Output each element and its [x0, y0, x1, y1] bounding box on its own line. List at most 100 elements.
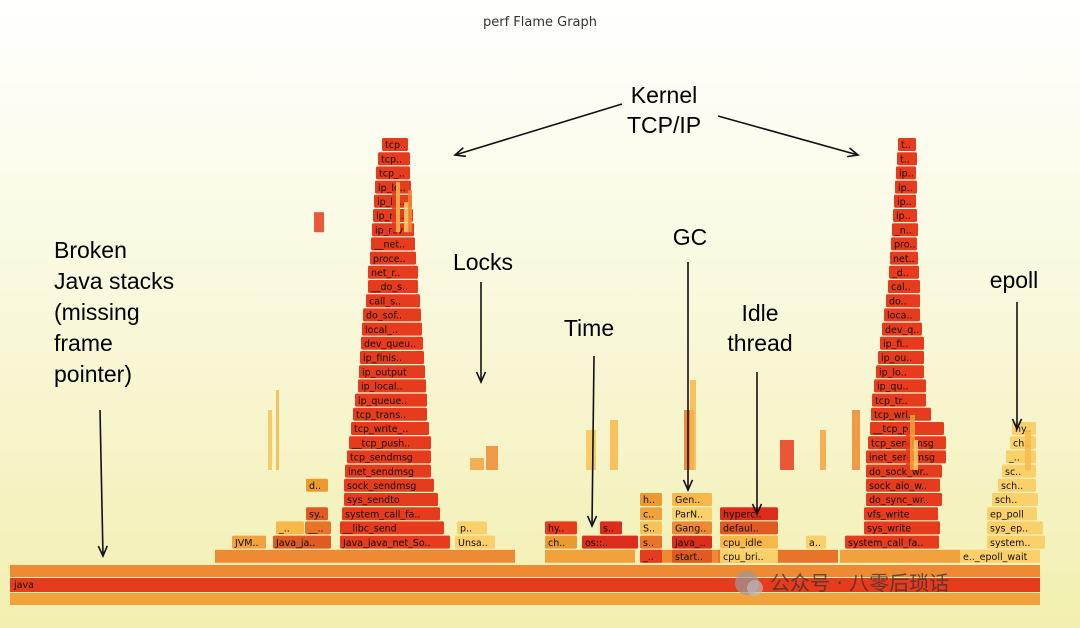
flame-frame-rect[interactable]	[582, 535, 638, 549]
flame-frame[interactable]: sy..	[306, 507, 328, 520]
flame-frame-rect[interactable]	[884, 308, 920, 322]
flame-frame[interactable]: proce..	[370, 251, 416, 265]
flame-tip[interactable]	[820, 430, 826, 470]
flame-frame-rect[interactable]	[890, 251, 918, 265]
flame-frame[interactable]: t..	[897, 152, 917, 165]
flame-frame[interactable]: ip_lo..	[375, 180, 411, 194]
flame-frame[interactable]: loca..	[884, 308, 920, 322]
flame-frame-rect[interactable]	[370, 251, 416, 265]
flame-frame[interactable]: ip..	[896, 166, 916, 180]
flame-frame-rect[interactable]	[895, 180, 917, 194]
flame-frame-rect[interactable]	[876, 365, 924, 379]
flame-frame-rect[interactable]	[987, 535, 1045, 549]
flame-frame[interactable]: cal..	[888, 280, 920, 293]
flame-frame-rect[interactable]	[896, 166, 916, 180]
flame-frame[interactable]: ParN..	[672, 507, 712, 520]
flame-frame[interactable]: start..	[672, 549, 712, 563]
root-frame[interactable]	[10, 565, 1040, 577]
flame-frame-rect[interactable]	[880, 336, 924, 350]
flame-frame-rect[interactable]	[362, 322, 422, 336]
flame-frame[interactable]: __tcp_push..	[349, 436, 431, 449]
flame-frame[interactable]: ip..	[893, 209, 917, 222]
flame-tip[interactable]	[910, 415, 915, 470]
flame-frame-rect[interactable]	[720, 535, 778, 549]
flame-frame[interactable]: system_call_fa..	[342, 507, 440, 520]
flame-frame[interactable]: vfs_write	[864, 507, 938, 520]
base-frame[interactable]	[545, 549, 635, 563]
flame-frame-rect[interactable]	[375, 180, 411, 194]
flame-frame-rect[interactable]	[893, 209, 917, 222]
flame-frame[interactable]: defaul..	[720, 521, 778, 535]
flame-frame-rect[interactable]	[987, 521, 1043, 535]
flame-frame-rect[interactable]	[363, 308, 421, 322]
flame-frame-rect[interactable]	[382, 138, 408, 151]
flame-frame-rect[interactable]	[376, 166, 410, 180]
flame-frame[interactable]: net..	[890, 251, 918, 265]
flame-frame[interactable]: c..	[640, 507, 662, 520]
flame-frame[interactable]: Unsa..	[455, 535, 495, 549]
flame-frame-rect[interactable]	[353, 407, 427, 421]
flame-frame[interactable]: ip_ou..	[878, 351, 924, 364]
flame-frame[interactable]: __..	[305, 521, 331, 535]
flame-frame-rect[interactable]	[960, 549, 1040, 563]
flame-frame[interactable]: call_s..	[366, 294, 420, 307]
base-frame[interactable]	[840, 549, 960, 563]
flame-frame[interactable]: sys_ep..	[987, 521, 1043, 535]
flame-tip[interactable]	[404, 202, 409, 233]
flame-frame-rect[interactable]	[368, 265, 418, 279]
flame-frame[interactable]: t..	[898, 138, 916, 151]
flame-frame[interactable]: tcp_..	[376, 166, 410, 180]
flame-frame[interactable]: local_..	[362, 322, 422, 336]
flame-frame-rect[interactable]	[874, 379, 926, 393]
flame-frame-rect[interactable]	[894, 194, 916, 208]
flame-frame[interactable]: do_sync_wr..	[866, 493, 942, 506]
flame-frame-rect[interactable]	[987, 507, 1037, 521]
flame-frame-rect[interactable]	[340, 535, 450, 549]
flame-frame[interactable]: net_r..	[368, 265, 418, 279]
flame-frame[interactable]: inet_sendmsg	[345, 464, 431, 478]
flame-frame-rect[interactable]	[340, 521, 444, 535]
flame-frame[interactable]: tcp_tr..	[872, 393, 926, 407]
flame-tip[interactable]	[610, 420, 618, 470]
flame-frame[interactable]: d..	[306, 478, 328, 492]
flame-frame-rect[interactable]	[864, 521, 940, 535]
flame-frame[interactable]: S..	[640, 521, 662, 535]
flame-frame-rect[interactable]	[273, 535, 331, 549]
flame-tip[interactable]	[684, 410, 694, 470]
flame-frame-rect[interactable]	[720, 507, 778, 521]
flame-frame[interactable]: cpu_bri..	[720, 549, 778, 563]
flame-frame-rect[interactable]	[872, 393, 926, 407]
flame-frame[interactable]: dev_queu..	[361, 336, 423, 350]
flame-frame-rect[interactable]	[455, 535, 495, 549]
flame-frame[interactable]: _..	[1006, 450, 1036, 464]
flame-frame[interactable]: cpu_idle	[720, 535, 778, 549]
flame-frame-rect[interactable]	[378, 152, 410, 166]
flame-frame[interactable]: java_..	[672, 535, 712, 549]
flame-frame[interactable]: do_sof..	[363, 308, 421, 322]
flame-frame[interactable]: hyperc..	[720, 507, 778, 520]
flame-tip[interactable]	[486, 446, 498, 470]
flame-frame-rect[interactable]	[878, 351, 924, 364]
flame-frame[interactable]: _n..	[892, 223, 918, 236]
flame-frame[interactable]: p..	[457, 521, 487, 535]
flame-frame[interactable]: ip..	[895, 180, 917, 194]
flame-frame-rect[interactable]	[306, 478, 328, 492]
flame-frame[interactable]: ch..	[1010, 436, 1036, 449]
flame-frame[interactable]: tcp_trans..	[353, 407, 427, 421]
flame-frame[interactable]: tcp..	[378, 152, 410, 165]
flame-frame-rect[interactable]	[866, 493, 942, 506]
flame-frame-rect[interactable]	[640, 549, 662, 563]
flame-frame-rect[interactable]	[672, 493, 712, 506]
flame-tip[interactable]	[314, 212, 324, 233]
flame-frame[interactable]: s..	[600, 521, 622, 535]
flame-frame-rect[interactable]	[361, 336, 423, 350]
flame-frame-rect[interactable]	[806, 535, 826, 549]
base-frame[interactable]	[215, 549, 515, 563]
flame-frame-rect[interactable]	[344, 478, 434, 492]
flame-frame-rect[interactable]	[351, 422, 429, 435]
flame-frame[interactable]: ip..	[894, 194, 916, 208]
flame-frame-rect[interactable]	[720, 521, 778, 535]
flame-frame[interactable]: _..	[276, 521, 304, 535]
flame-frame-rect[interactable]	[640, 535, 662, 549]
flame-frame[interactable]: sock_sendmsg	[344, 478, 434, 492]
